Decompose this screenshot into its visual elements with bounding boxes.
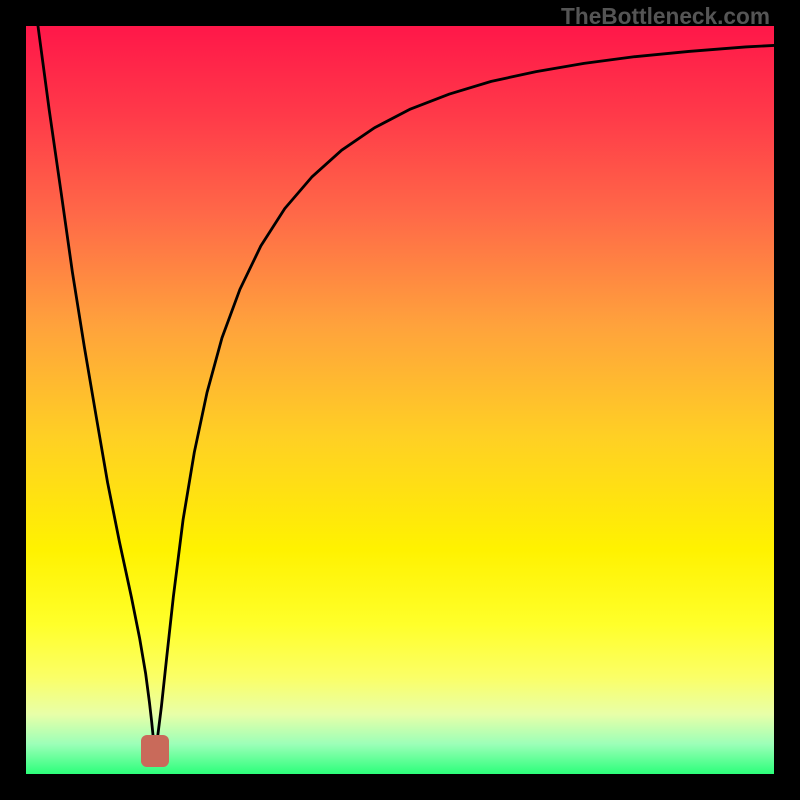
bottleneck-curve: [26, 26, 774, 774]
optimal-point-marker: [141, 735, 169, 767]
watermark-text: TheBottleneck.com: [561, 3, 770, 30]
plot-area: [26, 26, 774, 774]
chart-frame: TheBottleneck.com: [0, 0, 800, 800]
